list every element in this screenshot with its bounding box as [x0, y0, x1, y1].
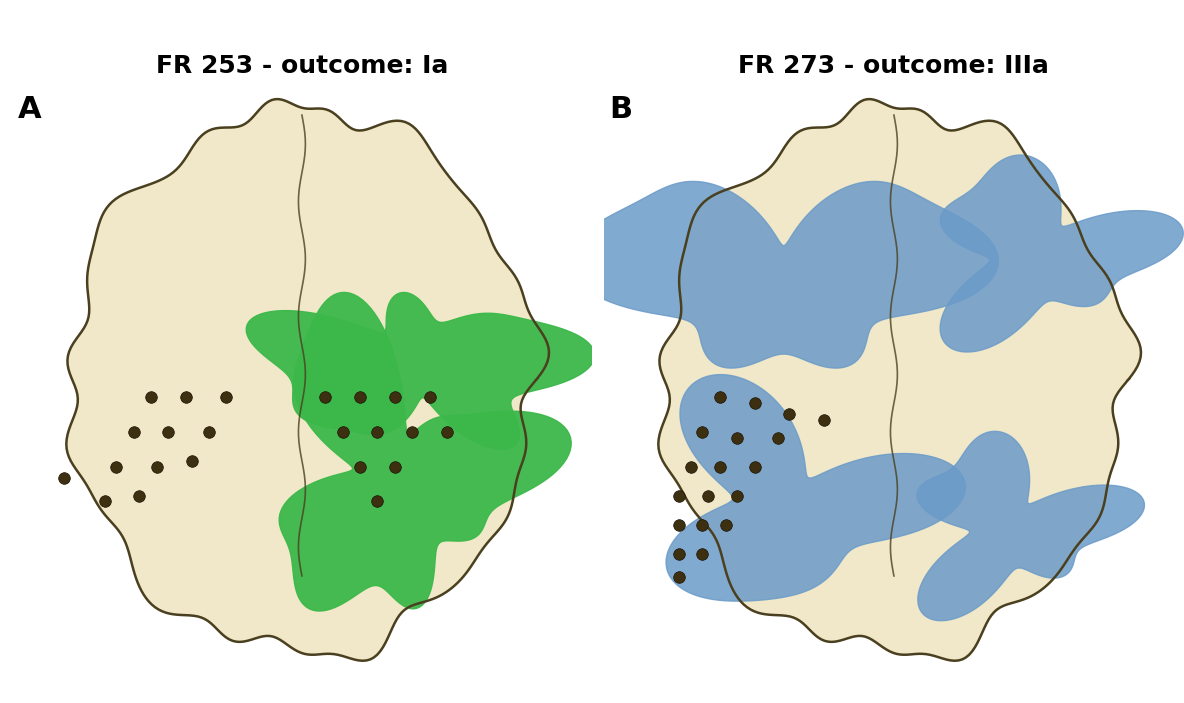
Point: [670, 548, 689, 560]
Point: [815, 415, 834, 426]
Point: [780, 409, 799, 420]
Point: [333, 426, 352, 437]
Point: [745, 397, 764, 408]
Point: [670, 519, 689, 530]
Point: [200, 426, 219, 437]
Point: [368, 496, 387, 507]
Title: FR 273 - outcome: IIIa: FR 273 - outcome: IIIa: [739, 53, 1049, 77]
Point: [350, 392, 369, 403]
Point: [693, 548, 712, 560]
Point: [403, 426, 422, 437]
Point: [438, 426, 457, 437]
Point: [142, 392, 161, 403]
Polygon shape: [658, 99, 1141, 661]
Polygon shape: [916, 432, 1145, 621]
Point: [176, 392, 195, 403]
Point: [385, 392, 404, 403]
Point: [368, 426, 387, 437]
Point: [217, 392, 236, 403]
Point: [316, 392, 335, 403]
Point: [147, 461, 166, 472]
Point: [107, 461, 126, 472]
Point: [159, 426, 178, 437]
Point: [54, 472, 73, 484]
Point: [710, 461, 729, 472]
Point: [693, 519, 712, 530]
Polygon shape: [279, 292, 571, 611]
Polygon shape: [246, 292, 594, 449]
Point: [95, 496, 114, 507]
Text: A: A: [18, 96, 41, 124]
Polygon shape: [66, 99, 549, 661]
Point: [670, 572, 689, 583]
Point: [670, 490, 689, 501]
Point: [716, 519, 735, 530]
Point: [693, 426, 712, 437]
Polygon shape: [667, 375, 965, 601]
Point: [710, 392, 729, 403]
Point: [350, 461, 369, 472]
Title: FR 253 - outcome: Ia: FR 253 - outcome: Ia: [156, 53, 448, 77]
Text: B: B: [610, 96, 632, 124]
Point: [682, 461, 701, 472]
Point: [745, 461, 764, 472]
Point: [728, 490, 747, 501]
Polygon shape: [570, 181, 998, 368]
Polygon shape: [940, 155, 1183, 352]
Point: [768, 432, 787, 444]
Point: [182, 456, 201, 467]
Point: [385, 461, 404, 472]
Point: [130, 490, 149, 501]
Point: [728, 432, 747, 444]
Point: [124, 426, 143, 437]
Point: [420, 392, 439, 403]
Point: [699, 490, 718, 501]
